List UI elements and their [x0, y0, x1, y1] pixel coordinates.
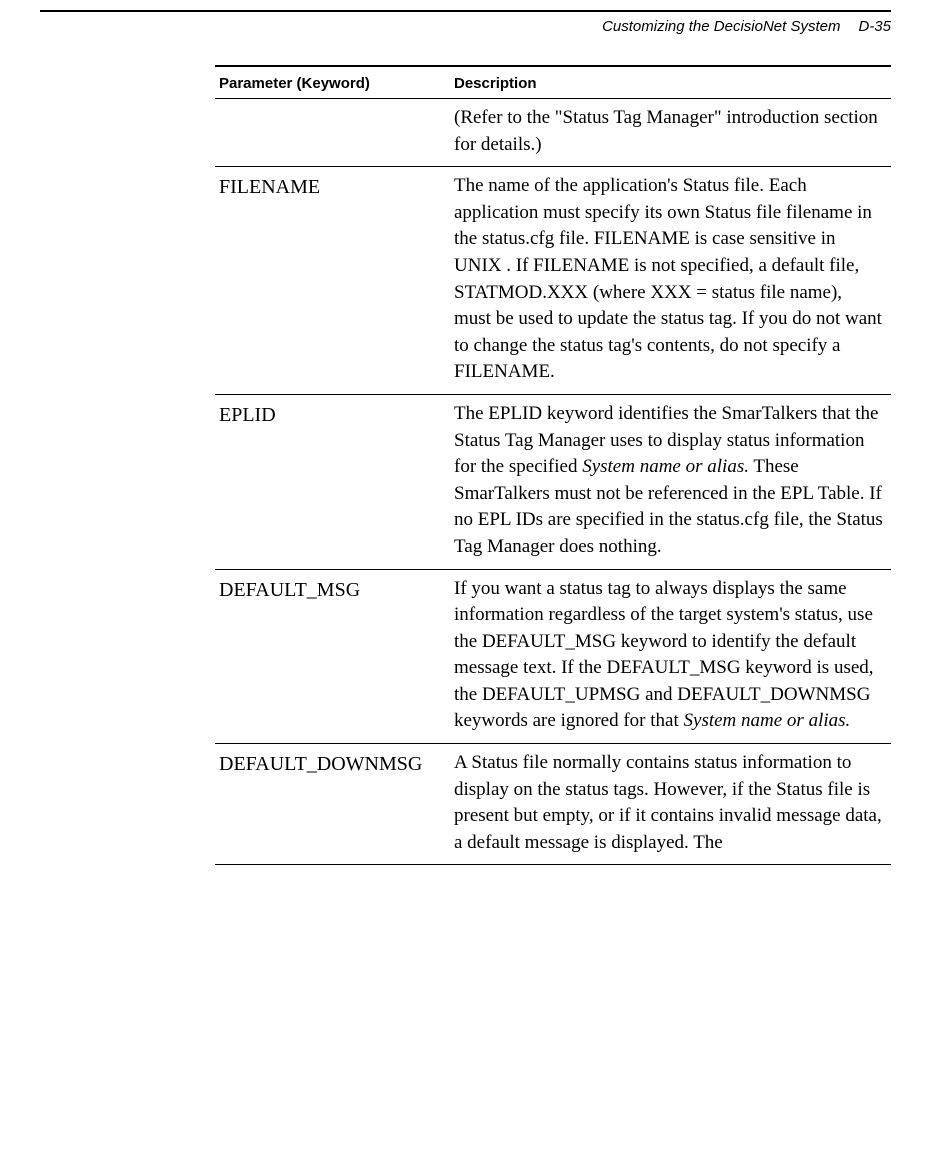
table-row: EPLID The EPLID keyword identifies the S… — [215, 394, 891, 569]
param-cell — [215, 99, 450, 167]
desc-text-italic: System name or alias. — [684, 710, 851, 731]
desc-text-pre: A Status file normally contains status i… — [454, 752, 882, 853]
desc-cell: The EPLID keyword identifies the SmarTal… — [450, 394, 891, 569]
header-title: Customizing the DecisioNet System — [602, 18, 840, 35]
desc-text-pre: If you want a status tag to always displ… — [454, 578, 874, 732]
table-header-row: Parameter (Keyword) Description — [215, 69, 891, 99]
parameter-table: Parameter (Keyword) Description (Refer t… — [215, 69, 891, 865]
desc-cell: The name of the application's Status fil… — [450, 167, 891, 395]
col-header-parameter: Parameter (Keyword) — [215, 69, 450, 99]
table-row: FILENAME The name of the application's S… — [215, 167, 891, 395]
page-header: Customizing the DecisioNet System D-35 — [0, 12, 931, 35]
table-top-rule — [215, 65, 891, 67]
desc-cell: (Refer to the "Status Tag Manager" intro… — [450, 99, 891, 167]
param-cell: EPLID — [215, 394, 450, 569]
desc-text-pre: The name of the application's Status fil… — [454, 175, 882, 382]
param-cell: FILENAME — [215, 167, 450, 395]
table-row: DEFAULT_DOWNMSG A Status file normally c… — [215, 744, 891, 865]
col-header-description: Description — [450, 69, 891, 99]
content-area: Parameter (Keyword) Description (Refer t… — [215, 65, 891, 865]
desc-cell: If you want a status tag to always displ… — [450, 569, 891, 744]
desc-text-italic: System name or alias. — [582, 456, 749, 477]
page-container: Customizing the DecisioNet System D-35 P… — [0, 10, 931, 1149]
desc-text-pre: (Refer to the "Status Tag Manager" intro… — [454, 107, 878, 155]
desc-cell: A Status file normally contains status i… — [450, 744, 891, 865]
table-row: DEFAULT_MSG If you want a status tag to … — [215, 569, 891, 744]
param-cell: DEFAULT_MSG — [215, 569, 450, 744]
param-cell: DEFAULT_DOWNMSG — [215, 744, 450, 865]
table-row: (Refer to the "Status Tag Manager" intro… — [215, 99, 891, 167]
header-page-number: D-35 — [858, 18, 891, 35]
